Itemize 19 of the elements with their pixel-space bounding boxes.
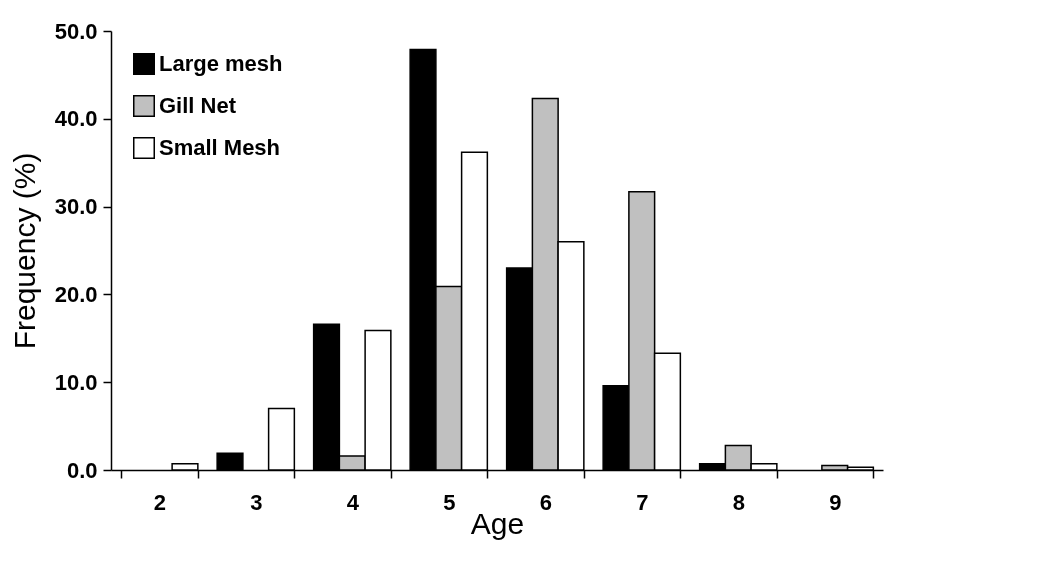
x-tick-label: 7 xyxy=(636,489,649,515)
x-tick-label: 8 xyxy=(732,489,745,515)
x-tick-label: 9 xyxy=(829,489,842,515)
x-tick-label: 3 xyxy=(250,489,263,515)
y-tick-label: 40.0 xyxy=(54,106,98,132)
x-tick-label: 5 xyxy=(443,489,456,515)
y-tick-label: 0.0 xyxy=(66,457,98,483)
legend-label: Small Mesh xyxy=(159,135,281,160)
x-axis-title: Age xyxy=(470,506,525,540)
legend-label: Gill Net xyxy=(159,93,237,118)
x-tick-label: 2 xyxy=(153,489,166,515)
y-tick-label: 20.0 xyxy=(54,281,98,307)
y-axis-title: Frequency (%) xyxy=(7,152,41,350)
y-tick-label: 50.0 xyxy=(54,18,98,44)
x-tick-label: 4 xyxy=(346,489,360,515)
x-tick-label: 6 xyxy=(539,489,552,515)
y-tick-label: 10.0 xyxy=(54,369,98,395)
legend-label: Large mesh xyxy=(159,51,283,76)
y-tick-label: 30.0 xyxy=(54,194,98,220)
